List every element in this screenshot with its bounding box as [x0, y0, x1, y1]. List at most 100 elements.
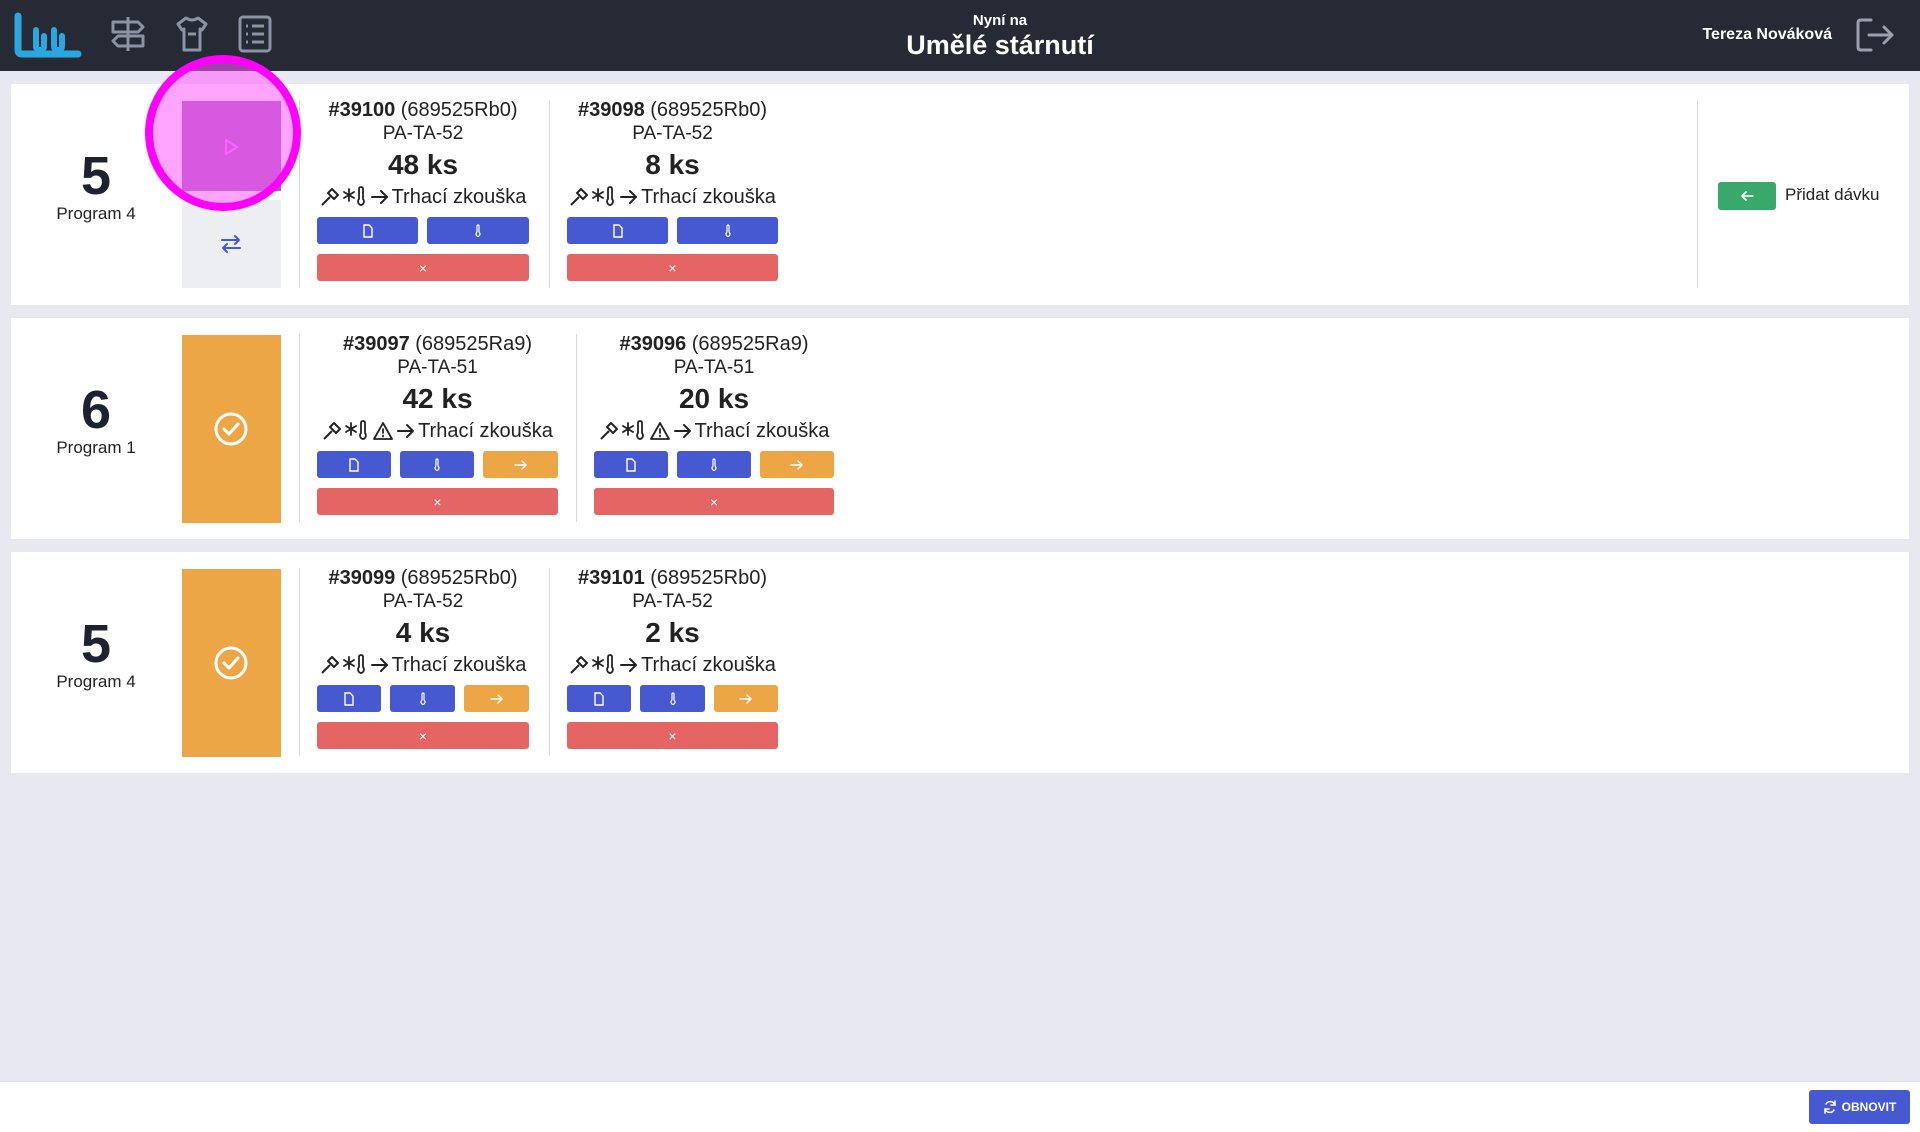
completed-status[interactable] [182, 335, 281, 523]
document-icon [594, 691, 604, 706]
document-button[interactable] [567, 217, 668, 244]
temperature-button[interactable] [427, 217, 529, 244]
document-button[interactable] [317, 451, 391, 478]
bottom-bar [0, 1081, 1920, 1132]
divider [299, 568, 300, 756]
hammer-icon [570, 188, 589, 206]
remove-button[interactable]: × [317, 254, 529, 281]
station-subtitle: Nyní na [972, 12, 1028, 29]
document-icon [362, 223, 373, 238]
logout-icon[interactable] [1855, 17, 1895, 53]
batch-id-line: #39098 (689525Rb0) [567, 98, 778, 122]
group-number: 5 [80, 146, 112, 206]
document-icon [612, 223, 623, 238]
arrow-right-icon [790, 459, 803, 470]
arrow-right-icon [620, 658, 638, 672]
batch-id-line: #39096 (689525Ra9) [594, 332, 834, 356]
document-button[interactable] [567, 685, 631, 712]
batch-route: Trhací zkouška [317, 652, 529, 678]
batch-id: #39100 [328, 99, 396, 121]
batch-code: PA-TA-51 [397, 357, 478, 378]
thermometer-icon [711, 457, 717, 471]
swap-button[interactable] [182, 200, 281, 288]
logo-icon[interactable] [14, 12, 82, 58]
batch-ref: (689525Rb0) [644, 567, 768, 589]
snowflake-thermometer-icon [621, 420, 644, 440]
batch-route: Trhací zkouška [594, 418, 834, 444]
snowflake-thermometer-icon [345, 420, 367, 440]
batch-card: #39100 (689525Rb0) PA-TA-52 48 ks Trhací… [317, 98, 529, 281]
completed-status[interactable] [182, 569, 281, 757]
document-icon [349, 457, 359, 472]
batch-id-line: #39100 (689525Rb0) [317, 98, 529, 122]
batch-card: #39098 (689525Rb0) PA-TA-52 8 ks Trhací … [567, 98, 778, 281]
batch-id: #39099 [328, 567, 396, 589]
batch-code: PA-TA-51 [673, 357, 755, 378]
batch-actions [317, 685, 529, 712]
batch-ref: (689525Ra9) [686, 333, 809, 355]
divider [299, 334, 300, 522]
temperature-button[interactable] [677, 451, 751, 478]
thermometer-icon [475, 223, 481, 237]
signpost-icon[interactable] [108, 14, 148, 54]
document-button[interactable] [317, 217, 418, 244]
arrow-left-icon [1741, 191, 1754, 201]
list-icon[interactable] [235, 14, 275, 54]
hanger-icon[interactable] [172, 14, 212, 54]
batch-card: #39101 (689525Rb0) PA-TA-52 2 ks Trhací … [567, 566, 778, 749]
batch-route: Trhací zkouška [317, 418, 558, 444]
next-step-button[interactable] [760, 451, 834, 478]
remove-button[interactable]: × [567, 722, 778, 749]
refresh-label[interactable]: OBNOVIT [1841, 1100, 1897, 1114]
batch-ref: (689525Rb0) [644, 99, 768, 121]
batch-code: PA-TA-52 [632, 123, 713, 144]
divider [299, 100, 300, 288]
batch-quantity: 2 ks [645, 617, 700, 648]
warning-icon [649, 422, 670, 440]
next-step-button[interactable] [464, 685, 529, 712]
refresh-button[interactable]: OBNOVIT [1809, 1090, 1910, 1124]
check-circle-icon [214, 412, 248, 446]
next-station: Trhací zkouška [641, 654, 776, 676]
remove-button[interactable]: × [317, 488, 558, 515]
batch-id-line: #39099 (689525Rb0) [317, 566, 529, 590]
next-station: Trhací zkouška [391, 654, 527, 676]
warning-icon [373, 422, 393, 440]
document-button[interactable] [594, 451, 668, 478]
batch-id: #39101 [577, 567, 645, 589]
temperature-button[interactable] [390, 685, 455, 712]
top-bar: Nyní na Umělé stárnutí Tereza Nováková [0, 0, 1920, 71]
add-batch-label[interactable]: Přidat dávku [1785, 185, 1880, 204]
remove-button[interactable]: × [317, 722, 529, 749]
batch-card: #39097 (689525Ra9) PA-TA-51 42 ks Trhací… [317, 332, 558, 515]
divider [576, 334, 577, 522]
arrow-right-icon [739, 693, 752, 704]
click-highlight [145, 55, 301, 211]
next-step-button[interactable] [714, 685, 778, 712]
divider [549, 568, 550, 756]
thermometer-icon [669, 691, 676, 705]
batch-card: #39096 (689525Ra9) PA-TA-51 20 ks Trhací… [594, 332, 834, 515]
batch-actions [317, 217, 529, 244]
batch-quantity: 42 ks [402, 383, 473, 414]
batch-route: Trhací zkouška [567, 184, 778, 210]
hammer-icon [570, 656, 589, 674]
add-batch-button[interactable] [1718, 182, 1776, 210]
arrow-right-icon [489, 693, 503, 704]
divider [1697, 100, 1698, 288]
batch-actions [317, 451, 558, 478]
group-card: 5 Program 4 #39099 (689525Rb0) PA-TA-52 … [11, 552, 1909, 773]
remove-button[interactable]: × [594, 488, 834, 515]
swap-icon [221, 235, 241, 253]
remove-button[interactable]: × [567, 254, 778, 281]
batch-quantity: 48 ks [387, 149, 459, 180]
next-step-button[interactable] [483, 451, 558, 478]
temperature-button[interactable] [677, 217, 778, 244]
temperature-button[interactable] [640, 685, 705, 712]
group-program: Program 4 [56, 204, 136, 223]
document-button[interactable] [317, 685, 381, 712]
batch-id: #39096 [619, 333, 687, 355]
temperature-button[interactable] [400, 451, 474, 478]
user-name: Tereza Nováková [1702, 26, 1832, 43]
document-icon [626, 457, 636, 472]
